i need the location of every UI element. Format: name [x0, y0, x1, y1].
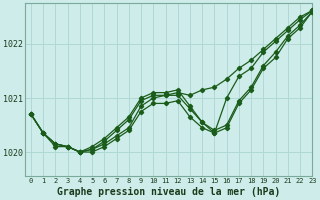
X-axis label: Graphe pression niveau de la mer (hPa): Graphe pression niveau de la mer (hPa) — [57, 186, 280, 197]
